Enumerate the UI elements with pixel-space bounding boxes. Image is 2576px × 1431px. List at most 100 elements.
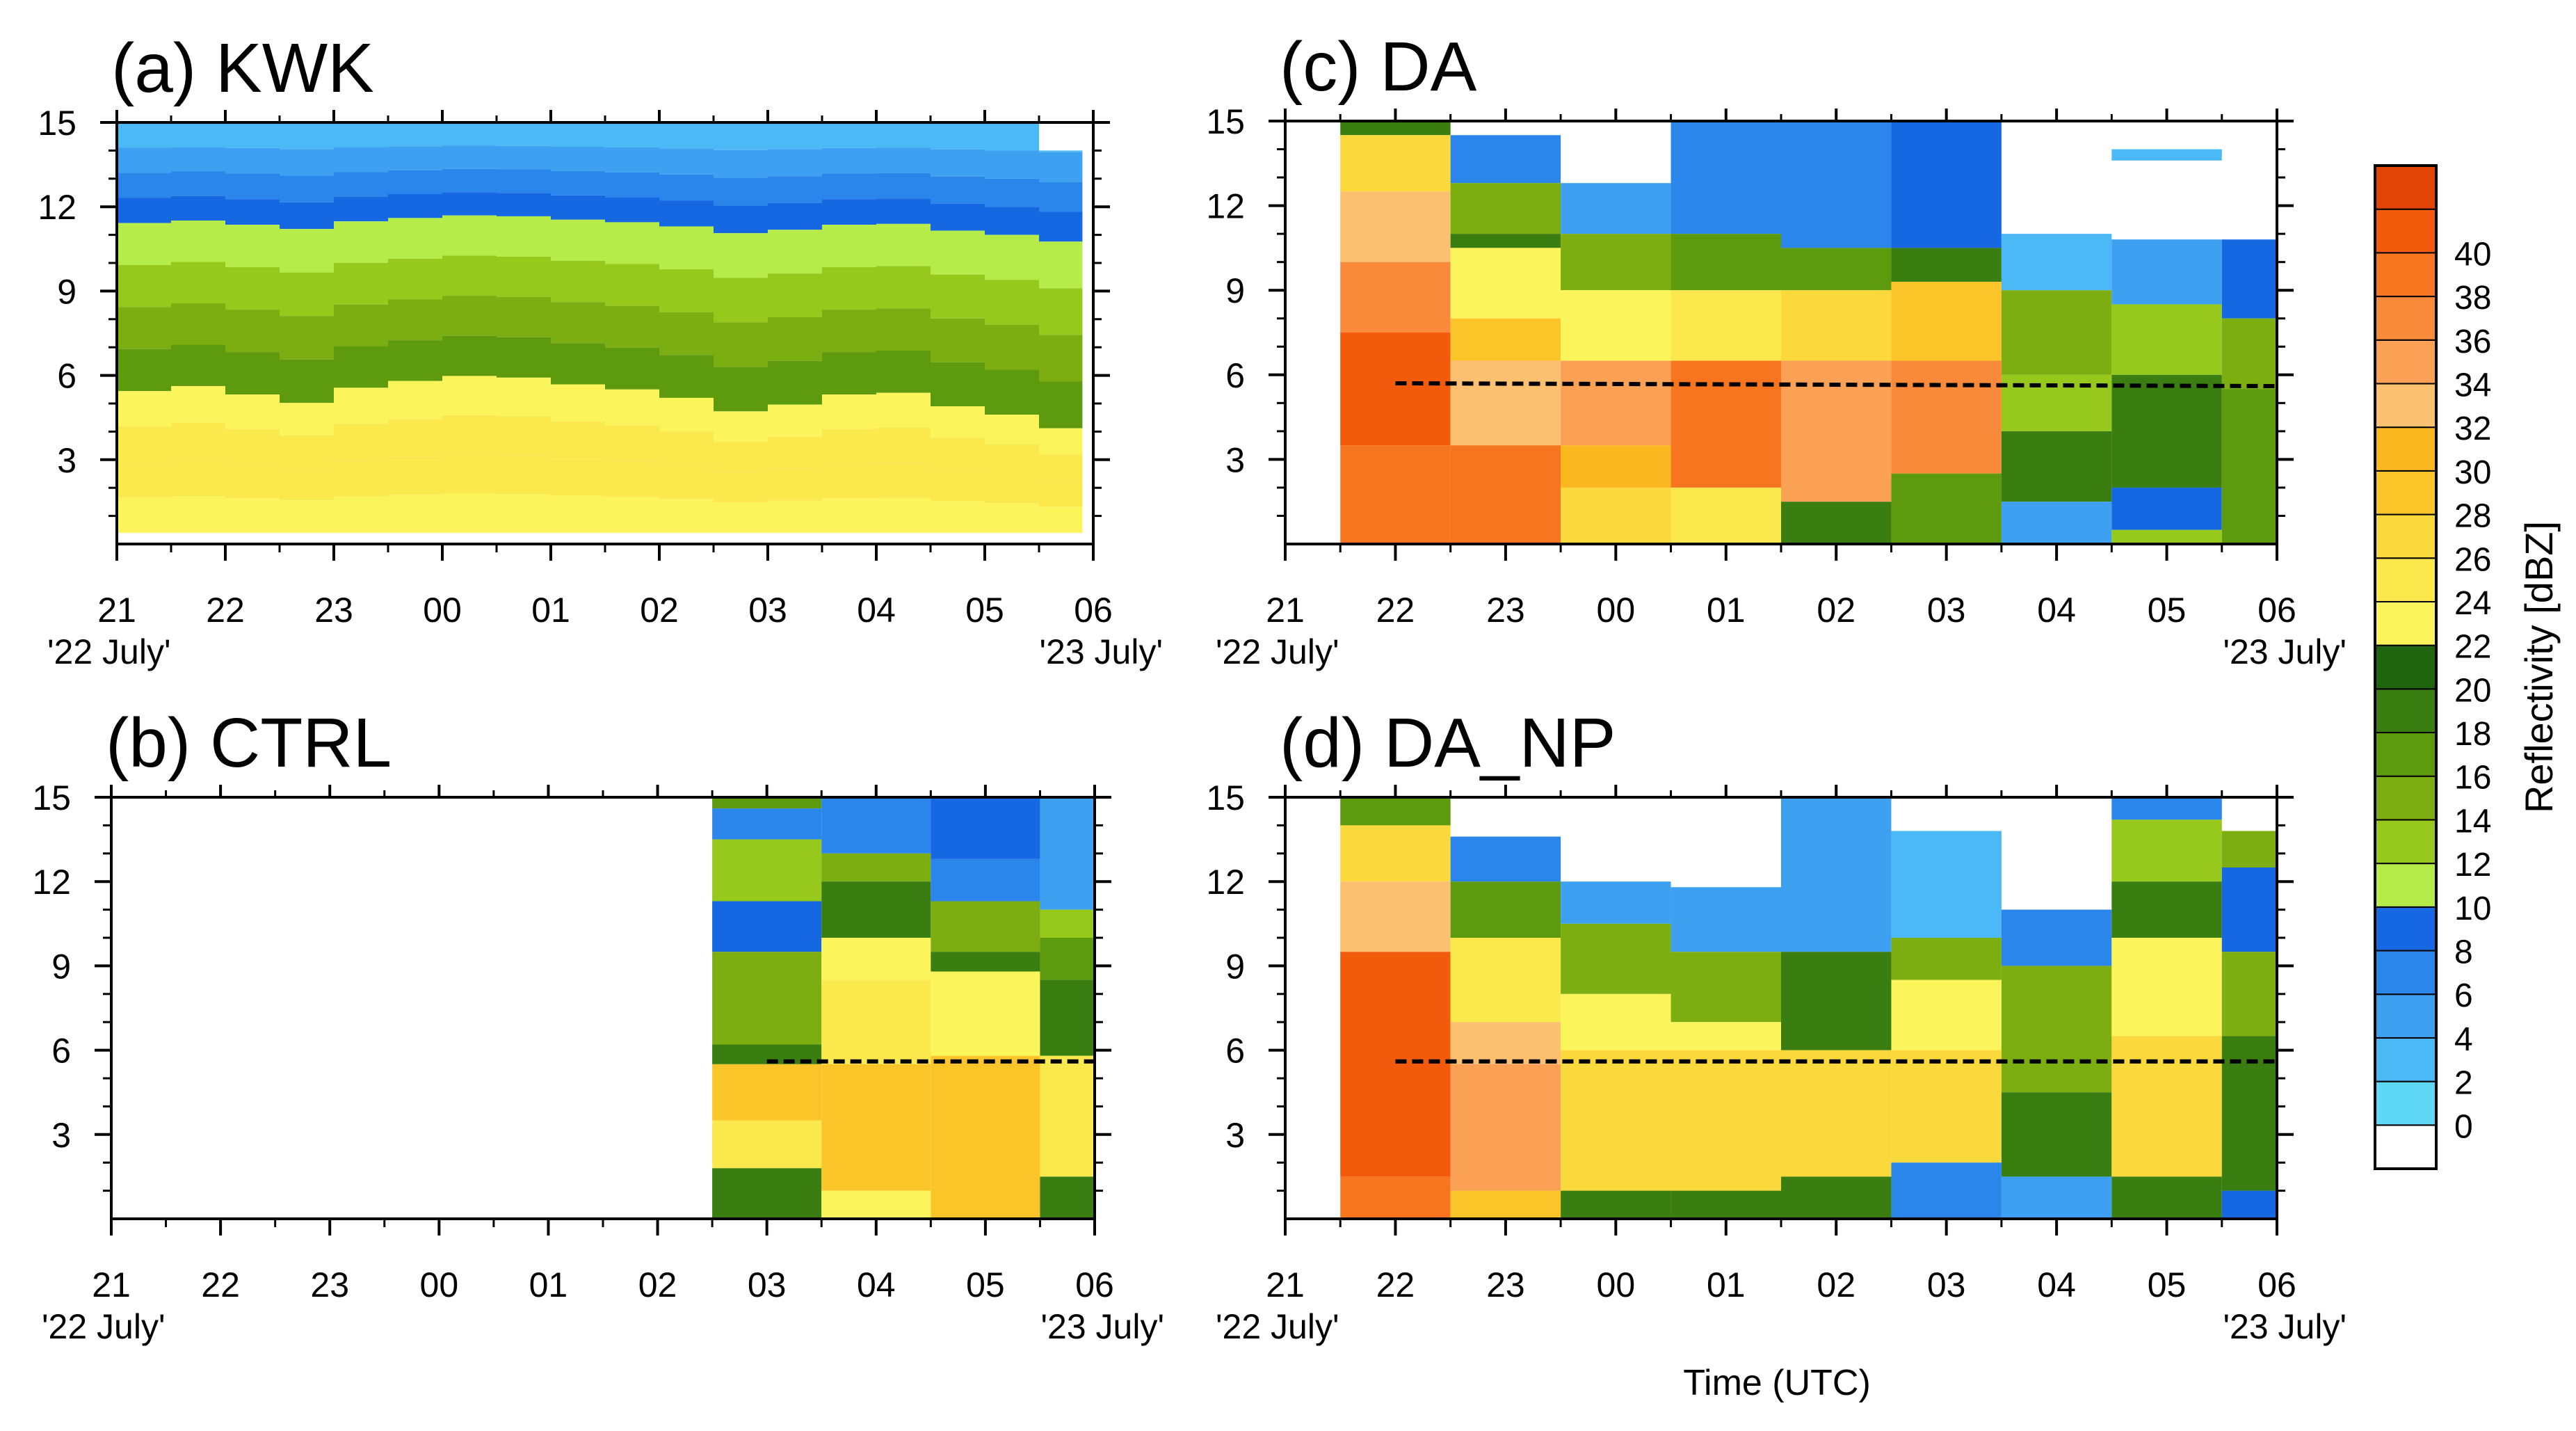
heatmap-cell (117, 223, 171, 266)
heatmap-cell (1450, 1190, 1561, 1219)
heatmap-cell (117, 147, 171, 173)
heatmap-cell (714, 278, 768, 323)
colorbar-tick-label: 4 (2454, 1021, 2473, 1058)
heatmap-cell (931, 362, 985, 407)
heatmap-cell (1781, 952, 1892, 1050)
colorbar-swatch (2374, 383, 2437, 429)
heatmap-cell (551, 458, 605, 496)
heatmap-cell (225, 147, 280, 174)
colorbar-swatch (2374, 775, 2437, 821)
heatmap-cell (388, 381, 442, 419)
heatmap-cell (2221, 868, 2277, 952)
melting-layer-line (1395, 381, 2278, 389)
heatmap-cell (2001, 290, 2112, 375)
heatmap-cell (931, 274, 985, 319)
heatmap-cell (442, 454, 497, 494)
colorbar-frame (2374, 164, 2438, 1170)
heatmap-cell (931, 1055, 1040, 1219)
heatmap-cell (117, 173, 171, 198)
heatmap-cell (551, 146, 605, 171)
x-tick-label: 03 (1927, 1265, 1966, 1304)
heatmap-cell (985, 415, 1039, 445)
heatmap-cell (117, 426, 171, 463)
heatmap-cell (1891, 1162, 2002, 1219)
heatmap-cell (551, 495, 605, 533)
heatmap-cell (171, 147, 225, 172)
heatmap-cell (497, 337, 551, 378)
y-tick-label: 3 (1225, 440, 1245, 479)
x-tick-label: 22 (1376, 1265, 1415, 1304)
heatmap-cell (117, 391, 171, 427)
heatmap-cell (1891, 831, 2002, 938)
heatmap-cell (1671, 121, 1781, 234)
heatmap-cell (714, 441, 768, 472)
heatmap-cell (1040, 1055, 1095, 1177)
heatmap-cell (551, 219, 605, 261)
heatmap-cell (876, 223, 931, 266)
heatmap-cell (2111, 374, 2222, 488)
heatmap-cell (1781, 502, 1892, 544)
colorbar-swatch (2374, 1037, 2437, 1082)
heatmap-cell (2111, 820, 2222, 882)
heatmap-cell (1561, 1050, 1671, 1191)
colorbar-swatch (2374, 296, 2437, 341)
x-tick-label: 21 (92, 1265, 131, 1304)
heatmap-cell (171, 496, 225, 533)
heatmap-cell (821, 853, 931, 882)
colorbar-swatch (2374, 644, 2437, 690)
heatmap-cell (280, 500, 334, 533)
heatmap-cell (497, 494, 551, 533)
heatmap-cell (768, 202, 822, 230)
heatmap-cell (388, 218, 442, 259)
y-tick-label: 9 (57, 272, 77, 311)
colorbar-swatch (2374, 863, 2437, 908)
y-tick-label: 15 (32, 778, 71, 817)
heatmap-cell (1671, 952, 1781, 1023)
heatmap-cell (1561, 923, 1671, 994)
heatmap-cell (2111, 1036, 2222, 1177)
colorbar-swatch (2374, 339, 2437, 385)
heatmap-cell (985, 122, 1039, 151)
colorbar-tick-label: 16 (2454, 760, 2491, 797)
heatmap-cell (1781, 1176, 1892, 1219)
x-tick-label: 23 (314, 591, 353, 630)
heatmap-cell (768, 404, 822, 437)
x-tick-label: 04 (857, 591, 896, 630)
y-tick-label: 9 (1225, 947, 1245, 986)
x-tick-label: 00 (1597, 1265, 1636, 1304)
heatmap-cell (497, 256, 551, 297)
heatmap-cell (931, 203, 985, 231)
heatmap-cell (1561, 445, 1671, 488)
heatmap-cell (931, 469, 985, 502)
heatmap-cell (605, 197, 659, 223)
heatmap-cell (876, 122, 931, 148)
heatmap-cell (225, 199, 280, 225)
colorbar-swatch (2374, 732, 2437, 777)
heatmap-cell (2111, 797, 2222, 820)
y-tick-label: 3 (1225, 1116, 1245, 1155)
y-tick-label: 15 (38, 104, 77, 143)
x-end-date-label: '23 July' (2223, 1307, 2346, 1346)
heatmap-cell (714, 502, 768, 533)
x-tick-label: 00 (1597, 591, 1636, 630)
heatmap-cell (1340, 262, 1451, 333)
heatmap-cell (931, 122, 985, 150)
heatmap-cell (605, 461, 659, 497)
heatmap-cell (2111, 149, 2222, 161)
heatmap-cell (1450, 360, 1561, 446)
y-tick-label: 6 (51, 1032, 71, 1071)
heatmap-cell (985, 207, 1039, 235)
heatmap-cell (821, 797, 931, 854)
y-tick-label: 9 (51, 947, 71, 986)
heatmap-cell (985, 178, 1039, 207)
heatmap-cell (1561, 1190, 1671, 1219)
panel-a: (a) KWK 21 22 23 00 01 02 03 04 05 06 '22 July' '23 … (38, 29, 1163, 671)
heatmap-cell (1340, 445, 1451, 544)
heatmap-cell (712, 797, 822, 809)
x-tick-label: 02 (1817, 1265, 1855, 1304)
colorbar-tick-label: 18 (2454, 716, 2491, 753)
panel-title: (d) DA_NP (1280, 704, 1616, 782)
heatmap-cell (1450, 881, 1561, 938)
heatmap-cell (876, 147, 931, 173)
heatmap-cell (1781, 248, 1892, 291)
